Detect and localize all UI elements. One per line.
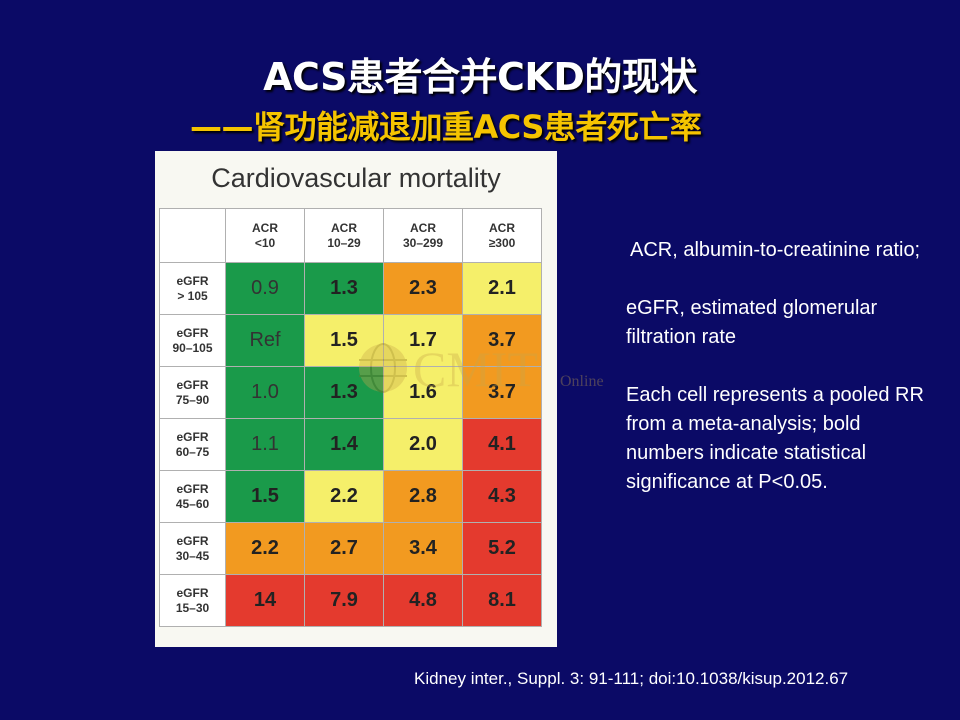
heatmap-cell: 2.1 <box>462 262 542 315</box>
heatmap-cell: 7.9 <box>304 574 384 627</box>
heatmap-cell: 0.9 <box>225 262 305 315</box>
note-egfr-definition: eGFR, estimated glomerular filtration ra… <box>626 297 878 348</box>
heatmap-cell: 1.3 <box>304 262 384 315</box>
heatmap-body: eGFR > 105 0.9 1.3 2.3 2.1 eGFR 90–105 Ref 1.5 1.7… <box>159 262 542 627</box>
column-header-2: ACR 30–299 <box>383 208 463 263</box>
heatmap-row: eGFR 60–75 1.1 1.4 2.0 4.1 <box>159 418 542 471</box>
chart-title: Cardiovascular mortality <box>211 163 501 193</box>
heatmap-cell: 1.7 <box>383 314 463 367</box>
heatmap-cell: 1.6 <box>383 366 463 419</box>
heatmap-cell: 3.7 <box>462 314 542 367</box>
note-acr-definition: ACR, albumin-to-creatinine ratio; <box>630 239 921 261</box>
row-header-4: eGFR 45–60 <box>159 470 226 523</box>
column-header-line: ≥300 <box>488 235 516 250</box>
row-header-line: eGFR <box>176 481 209 496</box>
row-header-line: eGFR <box>176 325 209 340</box>
watermark-suffix-text: Online <box>560 373 604 390</box>
row-header-line: eGFR <box>176 429 209 444</box>
row-header-line: 45–60 <box>175 496 210 511</box>
row-header-line: eGFR <box>176 533 209 548</box>
heatmap-cell: 1.3 <box>304 366 384 419</box>
row-header-line: > 105 <box>177 288 208 303</box>
heatmap-cell: Ref <box>225 314 305 367</box>
row-header-line: eGFR <box>176 273 209 288</box>
slide-title: ACS患者合并CKD的现状 <box>263 55 697 99</box>
column-header-line: ACR <box>410 220 436 235</box>
column-header-line: ACR <box>489 220 515 235</box>
heatmap-row: eGFR 45–60 1.5 2.2 2.8 4.3 <box>159 470 542 523</box>
heatmap-cell: 2.3 <box>383 262 463 315</box>
heatmap-row: eGFR 30–45 2.2 2.7 3.4 5.2 <box>159 522 542 575</box>
row-header-2: eGFR 75–90 <box>159 366 226 419</box>
heatmap-corner-cell <box>159 208 226 263</box>
heatmap-cell: 3.7 <box>462 366 542 419</box>
heatmap-cell: 3.4 <box>383 522 463 575</box>
row-header-line: 90–105 <box>172 340 213 355</box>
heatmap-cell: 2.7 <box>304 522 384 575</box>
column-header-line: ACR <box>331 220 357 235</box>
row-header-line: 30–45 <box>175 548 210 563</box>
heatmap-cell: 2.8 <box>383 470 463 523</box>
row-header-1: eGFR 90–105 <box>159 314 226 367</box>
row-header-line: eGFR <box>176 585 209 600</box>
heatmap-row: eGFR 15–30 14 7.9 4.8 8.1 <box>159 574 542 627</box>
heatmap-cell: 8.1 <box>462 574 542 627</box>
heatmap-header-row: ACR <10 ACR 10–29 ACR 30–299 ACR ≥300 <box>159 208 542 263</box>
citation-text: Kidney inter., Suppl. 3: 91-111; doi:10.… <box>414 669 849 688</box>
note-cell-explanation: Each cell represents a pooled RR from a … <box>626 384 924 493</box>
heatmap-row: eGFR 90–105 Ref 1.5 1.7 3.7 <box>159 314 542 367</box>
row-header-line: eGFR <box>176 377 209 392</box>
heatmap-cell: 2.0 <box>383 418 463 471</box>
heatmap-table: ACR <10 ACR 10–29 ACR 30–299 ACR ≥300 eGFR > 105… <box>159 208 542 627</box>
heatmap-cell: 5.2 <box>462 522 542 575</box>
heatmap-cell: 1.1 <box>225 418 305 471</box>
heatmap-cell: 1.5 <box>304 314 384 367</box>
heatmap-cell: 1.0 <box>225 366 305 419</box>
column-header-line: 10–29 <box>327 235 361 250</box>
row-header-6: eGFR 15–30 <box>159 574 226 627</box>
mortality-heatmap-figure: Cardiovascular mortality ACR <10 ACR 10–29 A… <box>155 151 557 647</box>
column-header-3: ACR ≥300 <box>462 208 542 263</box>
heatmap-cell: 2.2 <box>225 522 305 575</box>
heatmap-cell: 1.4 <box>304 418 384 471</box>
heatmap-cell: 1.5 <box>225 470 305 523</box>
row-header-0: eGFR > 105 <box>159 262 226 315</box>
row-header-line: 15–30 <box>175 600 210 615</box>
heatmap-row: eGFR 75–90 1.0 1.3 1.6 3.7 <box>159 366 542 419</box>
heatmap-cell: 4.1 <box>462 418 542 471</box>
slide-subtitle: ——肾功能减退加重ACS患者死亡率 <box>190 108 702 146</box>
column-header-0: ACR <10 <box>225 208 305 263</box>
column-header-1: ACR 10–29 <box>304 208 384 263</box>
heatmap-cell: 2.2 <box>304 470 384 523</box>
heatmap-cell: 14 <box>225 574 305 627</box>
row-header-3: eGFR 60–75 <box>159 418 226 471</box>
heatmap-cell: 4.8 <box>383 574 463 627</box>
column-header-line: ACR <box>252 220 278 235</box>
column-header-line: 30–299 <box>402 235 444 250</box>
column-header-line: <10 <box>254 235 276 250</box>
row-header-5: eGFR 30–45 <box>159 522 226 575</box>
heatmap-cell: 4.3 <box>462 470 542 523</box>
row-header-line: 75–90 <box>175 392 210 407</box>
definitions-notes: ACR, albumin-to-creatinine ratio; eGFR, … <box>626 236 926 526</box>
heatmap-row: eGFR > 105 0.9 1.3 2.3 2.1 <box>159 262 542 315</box>
row-header-line: 60–75 <box>175 444 210 459</box>
